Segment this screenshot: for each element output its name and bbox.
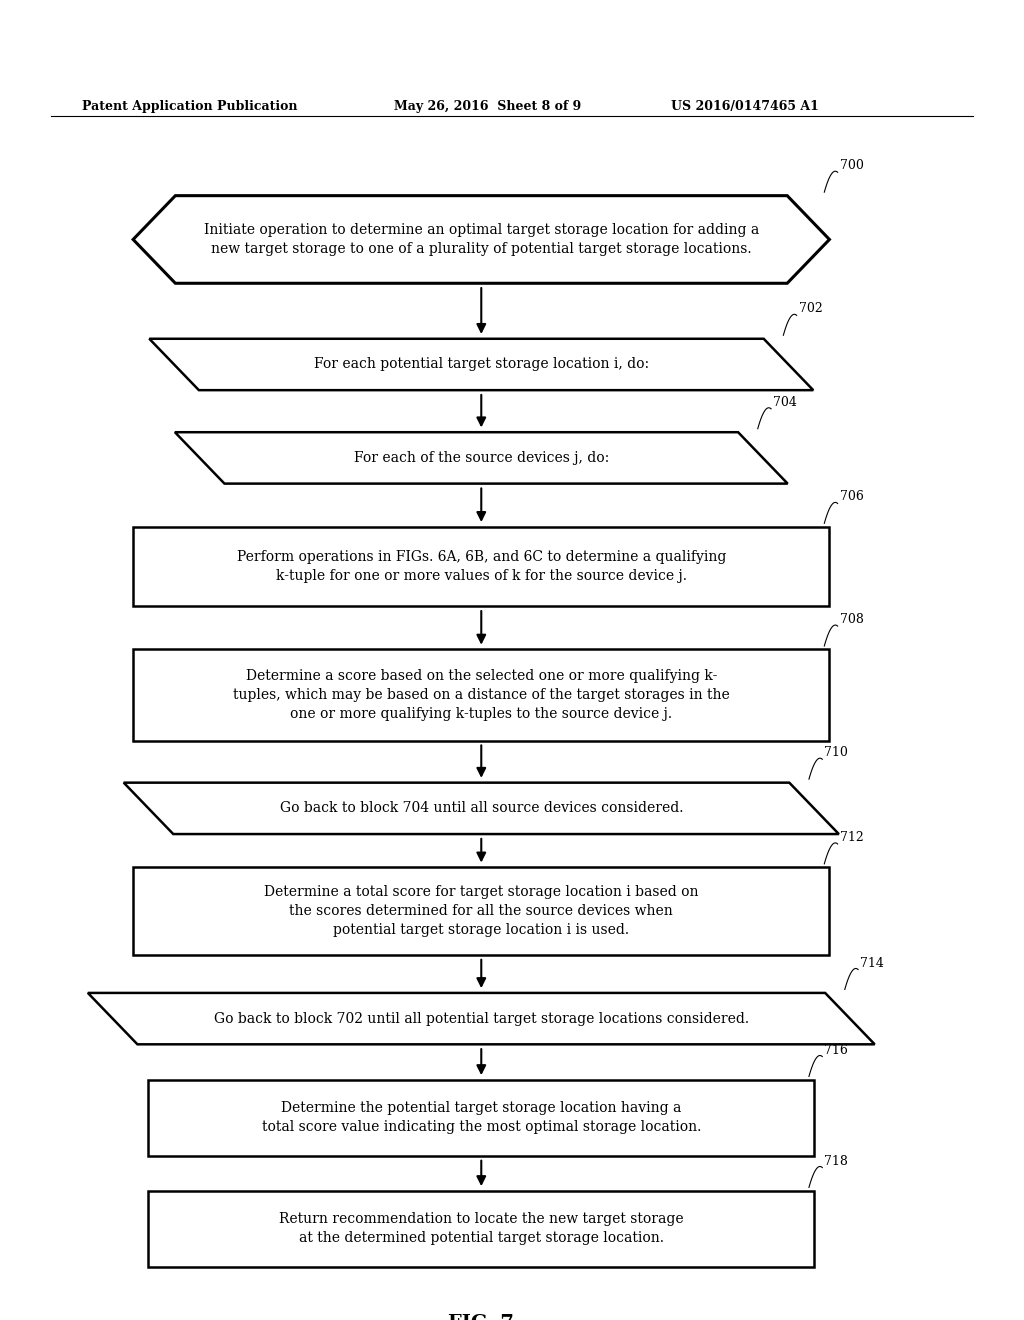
Text: Determine the potential target storage location having a
total score value indic: Determine the potential target storage l…	[261, 1101, 701, 1134]
Text: 718: 718	[824, 1155, 848, 1168]
Text: FIG. 7: FIG. 7	[449, 1313, 514, 1320]
Text: US 2016/0147465 A1: US 2016/0147465 A1	[671, 100, 818, 114]
FancyBboxPatch shape	[133, 867, 829, 954]
Text: 708: 708	[840, 612, 863, 626]
Text: 710: 710	[824, 746, 848, 759]
Text: 704: 704	[773, 396, 797, 409]
Polygon shape	[133, 195, 829, 284]
Text: Determine a score based on the selected one or more qualifying k-
tuples, which : Determine a score based on the selected …	[232, 669, 730, 721]
Text: Patent Application Publication: Patent Application Publication	[82, 100, 297, 114]
FancyBboxPatch shape	[133, 649, 829, 741]
Polygon shape	[175, 432, 787, 483]
Polygon shape	[88, 993, 874, 1044]
Text: 702: 702	[799, 302, 822, 315]
Text: Determine a total score for target storage location i based on
the scores determ: Determine a total score for target stora…	[264, 886, 698, 937]
Text: For each potential target storage location i, do:: For each potential target storage locati…	[313, 358, 649, 371]
FancyBboxPatch shape	[148, 1080, 814, 1156]
Text: 716: 716	[824, 1044, 848, 1056]
Text: 700: 700	[840, 160, 863, 173]
Text: 714: 714	[860, 957, 884, 970]
Text: For each of the source devices j, do:: For each of the source devices j, do:	[353, 451, 609, 465]
FancyBboxPatch shape	[148, 1191, 814, 1267]
Text: Perform operations in FIGs. 6A, 6B, and 6C to determine a qualifying
k-tuple for: Perform operations in FIGs. 6A, 6B, and …	[237, 550, 726, 583]
Polygon shape	[150, 339, 813, 391]
Text: 712: 712	[840, 832, 863, 843]
Text: Go back to block 704 until all source devices considered.: Go back to block 704 until all source de…	[280, 801, 683, 816]
Text: Go back to block 702 until all potential target storage locations considered.: Go back to block 702 until all potential…	[214, 1011, 749, 1026]
Polygon shape	[124, 783, 839, 834]
Text: Return recommendation to locate the new target storage
at the determined potenti: Return recommendation to locate the new …	[279, 1212, 684, 1245]
Text: May 26, 2016  Sheet 8 of 9: May 26, 2016 Sheet 8 of 9	[394, 100, 582, 114]
Text: 706: 706	[840, 491, 863, 503]
Text: Initiate operation to determine an optimal target storage location for adding a
: Initiate operation to determine an optim…	[204, 223, 759, 256]
FancyBboxPatch shape	[133, 527, 829, 606]
